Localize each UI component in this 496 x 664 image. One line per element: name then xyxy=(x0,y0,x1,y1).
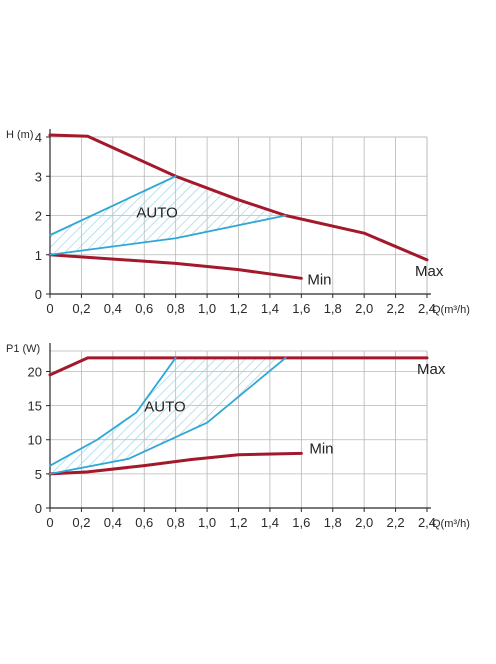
chart2-x-tick-label: 2,4 xyxy=(418,515,436,530)
chart2-x-tick-label: 1,4 xyxy=(261,515,279,530)
chart1-x-tick-label: 1,8 xyxy=(324,301,342,316)
chart2-x-tick-label: 1,8 xyxy=(324,515,342,530)
chart2-label-max: Max xyxy=(417,361,446,378)
chart1-series-auto-bound-2 xyxy=(49,175,177,237)
chart1-label-auto: AUTO xyxy=(136,205,177,222)
chart2-x-tick-label: 1,2 xyxy=(229,515,247,530)
chart1-x-tick-label: 0,4 xyxy=(104,301,122,316)
chart1-label-min: Min xyxy=(307,271,331,288)
chart1-x-tick-label: 1,6 xyxy=(292,301,310,316)
chart1-x-tick-label: 0 xyxy=(46,301,53,316)
chart1-x-tick-label: 0,8 xyxy=(167,301,185,316)
chart1-y-tick-label: 4 xyxy=(35,130,42,145)
chart2-label-min: Min xyxy=(309,440,333,457)
chart1-label-max: Max xyxy=(415,263,444,280)
chart1-x-tick-label: 2,0 xyxy=(355,301,373,316)
chart1-x-axis-title: Q(m³/h) xyxy=(432,304,470,316)
chart1-x-tick-label: 1,0 xyxy=(198,301,216,316)
chart1-y-tick-label: 3 xyxy=(35,169,42,184)
chart2-x-tick-label: 1,0 xyxy=(198,515,216,530)
chart2-series-auto-bound-2 xyxy=(49,356,177,467)
chart2-x-tick-label: 0,2 xyxy=(72,515,90,530)
chart2-x-tick-label: 0 xyxy=(46,515,53,530)
chart1-x-tick-label: 2,4 xyxy=(418,301,436,316)
chart2-x-tick-label: 2,0 xyxy=(355,515,373,530)
chart2-label-auto: AUTO xyxy=(144,399,185,416)
chart1-series-auto-bound-3 xyxy=(49,214,287,256)
chart1-x-tick-label: 0,2 xyxy=(72,301,90,316)
chart1-series-max xyxy=(48,133,429,262)
chart1-x-tick-label: 0,6 xyxy=(135,301,153,316)
chart2-y-tick-label: 5 xyxy=(35,467,42,482)
chart2-y-tick-label: 0 xyxy=(35,501,42,516)
chart2-series-auto-bound-3 xyxy=(49,356,287,475)
chart2-x-tick-label: 0,8 xyxy=(167,515,185,530)
chart2-y-tick-label: 10 xyxy=(28,433,42,448)
chart2-x-tick-label: 0,4 xyxy=(104,515,122,530)
chart2-auto-region xyxy=(50,357,286,474)
chart1-series-min xyxy=(48,253,303,280)
chart2-series-min xyxy=(48,451,303,476)
chart1-x-tick-label: 1,2 xyxy=(229,301,247,316)
chart2-y-axis-title: P1 (W) xyxy=(6,343,40,355)
chart1-x-tick-label: 1,4 xyxy=(261,301,279,316)
chart2-x-axis-title: Q(m³/h) xyxy=(432,518,470,530)
chart1-y-tick-label: 0 xyxy=(35,287,42,302)
chart1-y-tick-label: 2 xyxy=(35,209,42,224)
chart2-x-tick-label: 2,2 xyxy=(387,515,405,530)
chart2-y-tick-label: 20 xyxy=(28,364,42,379)
chart2-x-tick-label: 1,6 xyxy=(292,515,310,530)
chart2-x-tick-label: 0,6 xyxy=(135,515,153,530)
chart1-y-tick-label: 1 xyxy=(35,248,42,263)
chart2-y-tick-label: 15 xyxy=(28,399,42,414)
chart1-x-tick-label: 2,2 xyxy=(387,301,405,316)
chart1-y-axis-title: H (m) xyxy=(6,129,34,141)
chart2-series-max xyxy=(48,356,429,377)
